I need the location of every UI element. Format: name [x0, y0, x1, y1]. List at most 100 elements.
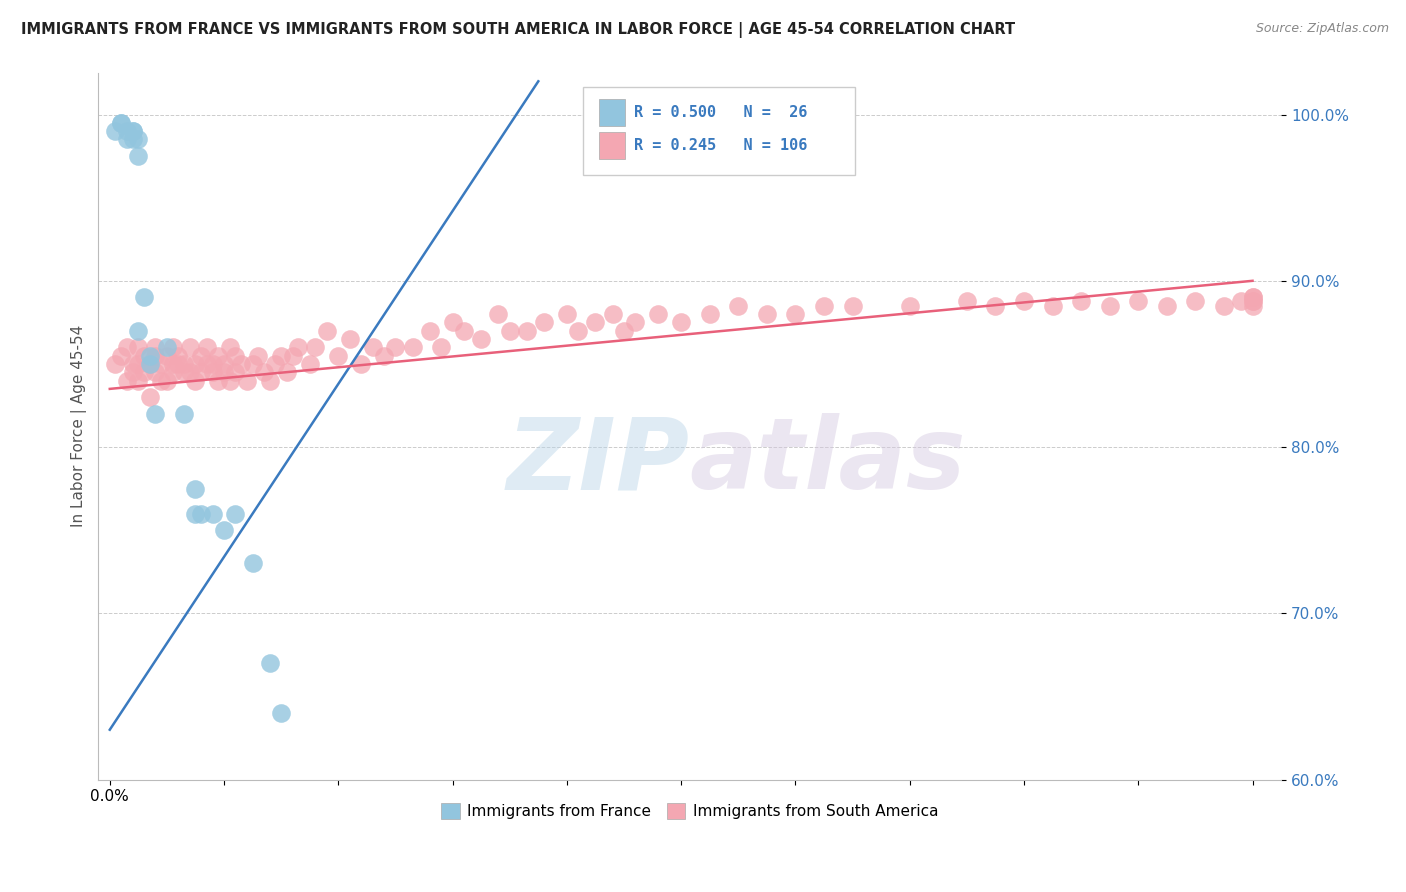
Point	[1241, 293, 1264, 308]
Point	[813, 299, 835, 313]
Point	[350, 357, 373, 371]
Text: atlas: atlas	[690, 413, 966, 510]
Point	[316, 324, 339, 338]
Point	[1241, 290, 1264, 304]
Point	[287, 340, 309, 354]
Point	[898, 299, 921, 313]
Point	[127, 340, 149, 354]
Text: IMMIGRANTS FROM FRANCE VS IMMIGRANTS FROM SOUTH AMERICA IN LABOR FORCE | AGE 45-: IMMIGRANTS FROM FRANCE VS IMMIGRANTS FRO…	[21, 22, 1015, 38]
Point	[555, 307, 578, 321]
Point	[207, 374, 229, 388]
Point	[328, 349, 350, 363]
Point	[127, 149, 149, 163]
Point	[602, 307, 624, 321]
Point	[179, 365, 201, 379]
Point	[115, 340, 138, 354]
Point	[699, 307, 721, 321]
Point	[373, 349, 395, 363]
Point	[1156, 299, 1178, 313]
Point	[419, 324, 441, 338]
Point	[533, 315, 555, 329]
Point	[110, 116, 132, 130]
Point	[218, 340, 240, 354]
Point	[145, 365, 167, 379]
Point	[115, 374, 138, 388]
Point	[1070, 293, 1092, 308]
Point	[127, 357, 149, 371]
Point	[139, 349, 162, 363]
Bar	[599, 132, 624, 159]
Point	[755, 307, 778, 321]
Point	[156, 374, 179, 388]
Point	[1184, 293, 1206, 308]
Point	[156, 340, 179, 354]
Point	[139, 390, 162, 404]
Point	[184, 482, 207, 496]
Point	[150, 357, 173, 371]
Point	[1241, 293, 1264, 308]
Point	[259, 657, 281, 671]
Point	[298, 357, 321, 371]
Point	[127, 374, 149, 388]
Point	[499, 324, 522, 338]
Point	[207, 349, 229, 363]
Point	[104, 357, 127, 371]
Point	[384, 340, 406, 354]
Point	[132, 365, 155, 379]
Point	[276, 365, 298, 379]
Point	[1128, 293, 1150, 308]
Point	[156, 349, 179, 363]
Point	[453, 324, 475, 338]
Point	[281, 349, 304, 363]
Point	[121, 124, 143, 138]
Point	[1213, 299, 1236, 313]
Point	[486, 307, 509, 321]
Point	[212, 357, 235, 371]
Point	[259, 374, 281, 388]
Point	[624, 315, 647, 329]
Point	[1042, 299, 1064, 313]
Point	[173, 357, 195, 371]
Point	[212, 365, 235, 379]
Point	[361, 340, 384, 354]
Point	[430, 340, 453, 354]
Point	[1241, 299, 1264, 313]
Point	[984, 299, 1007, 313]
Point	[201, 365, 224, 379]
Point	[139, 357, 162, 371]
Point	[121, 365, 143, 379]
Point	[145, 349, 167, 363]
Point	[785, 307, 807, 321]
Point	[270, 706, 292, 720]
Point	[162, 365, 184, 379]
Point	[132, 349, 155, 363]
Point	[1012, 293, 1035, 308]
Text: Source: ZipAtlas.com: Source: ZipAtlas.com	[1256, 22, 1389, 36]
Point	[270, 349, 292, 363]
Point	[470, 332, 492, 346]
Point	[669, 315, 692, 329]
Point	[242, 357, 264, 371]
Text: R = 0.500   N =  26: R = 0.500 N = 26	[634, 105, 807, 120]
Point	[212, 523, 235, 537]
Point	[145, 407, 167, 421]
Point	[190, 349, 212, 363]
Point	[162, 357, 184, 371]
Point	[441, 315, 464, 329]
Point	[167, 349, 190, 363]
Point	[190, 507, 212, 521]
Point	[190, 365, 212, 379]
Point	[339, 332, 361, 346]
Point	[110, 349, 132, 363]
Point	[647, 307, 669, 321]
Point	[132, 290, 155, 304]
Point	[139, 357, 162, 371]
Point	[162, 340, 184, 354]
Point	[224, 365, 246, 379]
Point	[110, 116, 132, 130]
Point	[585, 315, 607, 329]
Point	[184, 374, 207, 388]
Point	[1241, 290, 1264, 304]
Point	[224, 507, 246, 521]
Point	[567, 324, 589, 338]
